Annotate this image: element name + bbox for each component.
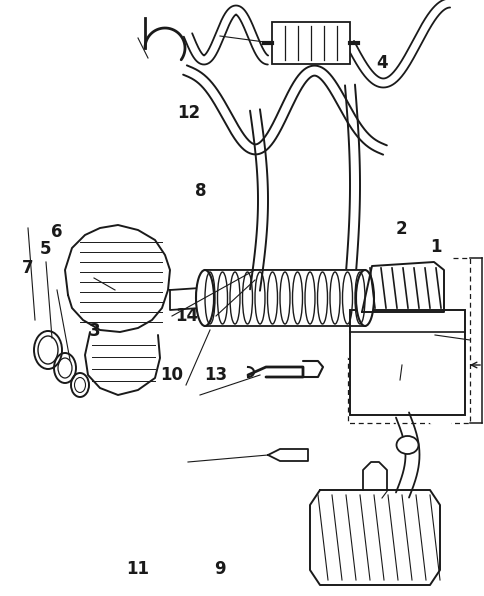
Text: 9: 9: [214, 560, 226, 578]
Polygon shape: [65, 225, 170, 332]
Polygon shape: [170, 288, 200, 310]
Bar: [348, 258, 470, 423]
Text: 11: 11: [126, 560, 150, 578]
Text: 7: 7: [22, 259, 34, 277]
Text: 13: 13: [204, 367, 227, 384]
Polygon shape: [205, 270, 365, 326]
Text: 10: 10: [160, 367, 183, 384]
Text: 4: 4: [377, 54, 388, 72]
Polygon shape: [310, 490, 440, 585]
Ellipse shape: [396, 436, 419, 454]
Bar: [350, 310, 465, 415]
Ellipse shape: [356, 270, 374, 326]
Text: 5: 5: [40, 240, 52, 258]
Text: 2: 2: [396, 221, 408, 238]
Ellipse shape: [196, 270, 214, 326]
Polygon shape: [362, 262, 444, 312]
Text: 14: 14: [175, 307, 198, 325]
Text: 12: 12: [177, 104, 200, 122]
Text: 1: 1: [430, 238, 441, 256]
Bar: [272, 22, 350, 64]
Polygon shape: [85, 332, 160, 395]
Text: 3: 3: [89, 322, 100, 340]
Polygon shape: [268, 449, 308, 461]
Text: 6: 6: [51, 224, 63, 241]
Text: 8: 8: [195, 182, 207, 200]
